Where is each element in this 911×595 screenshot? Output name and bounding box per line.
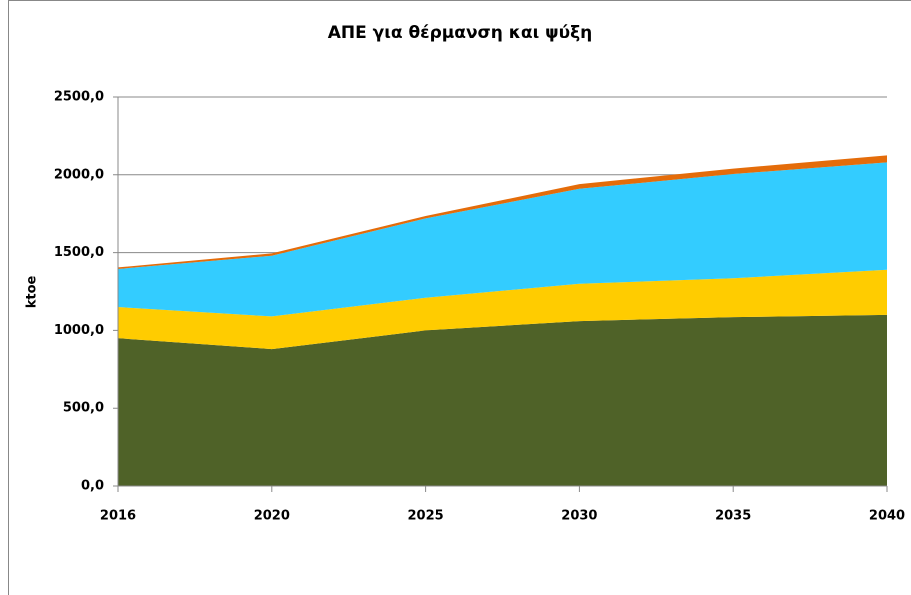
y-tick-label: 1500,0 (54, 245, 104, 260)
area (118, 314, 887, 486)
y-tick-label: 2000,0 (54, 167, 104, 182)
y-axis-label: ktoe (25, 276, 40, 309)
y-tick-label: 1000,0 (54, 323, 104, 338)
y-tick-label: 2500,0 (54, 90, 104, 105)
area (118, 162, 887, 317)
y-tick-label: 500,0 (63, 401, 104, 416)
x-tick-label: 2016 (100, 509, 136, 524)
x-tick-label: 2040 (869, 509, 905, 524)
chart-frame (8, 0, 911, 595)
area (118, 269, 887, 350)
x-tick-label: 2025 (408, 509, 444, 524)
x-tick-label: 2035 (715, 509, 751, 524)
x-tick-label: 2020 (254, 509, 290, 524)
x-tick-label: 2030 (561, 509, 597, 524)
chart-title: ΑΠΕ για θέρμανση και ψύξη (328, 23, 592, 43)
area (118, 155, 887, 269)
y-tick-label: 0,0 (81, 479, 104, 494)
